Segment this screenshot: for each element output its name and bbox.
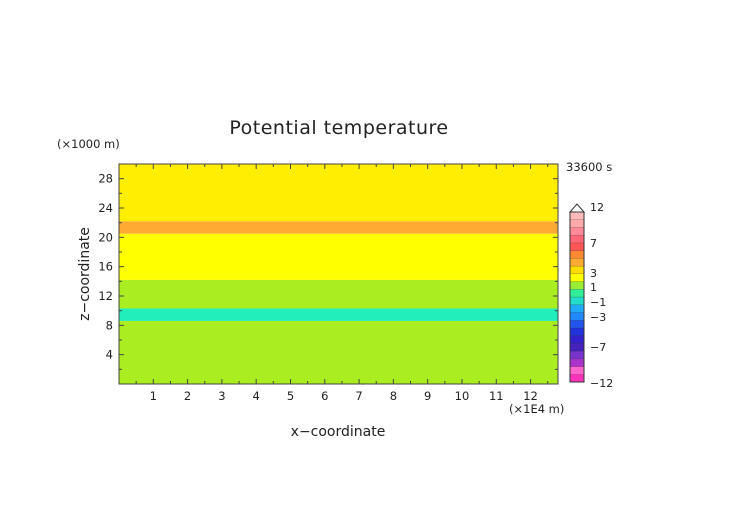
colorbar-swatch bbox=[569, 358, 585, 367]
colorbar-swatch bbox=[569, 281, 585, 290]
heatmap-layer-5 bbox=[119, 164, 558, 222]
x-tick-label: 9 bbox=[424, 389, 431, 403]
x-tick-label: 6 bbox=[321, 389, 328, 403]
heatmap-layer-0 bbox=[119, 320, 558, 384]
colorbar-swatch bbox=[569, 211, 585, 220]
x-tick-label: 4 bbox=[253, 389, 260, 403]
y-unit-label: (×1000 m) bbox=[57, 137, 120, 151]
colorbar-swatch bbox=[569, 234, 585, 244]
colorbar-swatch bbox=[569, 227, 585, 236]
x-tick-label: 1 bbox=[150, 389, 157, 403]
y-tick-label: 20 bbox=[98, 230, 113, 244]
heatmap-layer-3 bbox=[119, 233, 558, 280]
colorbar-swatch bbox=[569, 289, 585, 298]
colorbar-swatch bbox=[569, 327, 585, 336]
heatmap-layers bbox=[119, 164, 558, 384]
heatmap-layer-4 bbox=[119, 221, 558, 234]
heatmap-layer-1 bbox=[119, 308, 558, 321]
colorbar-label: 1 bbox=[590, 281, 597, 294]
x-axis-label: x−coordinate bbox=[291, 424, 386, 440]
colorbar-swatch bbox=[569, 319, 585, 329]
y-tick-label: 24 bbox=[98, 201, 113, 215]
colorbar-swatch bbox=[569, 296, 585, 305]
y-axis-label: z−coordinate bbox=[77, 227, 93, 321]
x-tick-label: 3 bbox=[218, 389, 225, 403]
y-tick-label: 8 bbox=[106, 318, 113, 332]
x-tick-label: 8 bbox=[390, 389, 397, 403]
colorbar-label: −3 bbox=[590, 311, 606, 324]
colorbar-label: −1 bbox=[590, 296, 606, 309]
colorbar-label: 7 bbox=[590, 237, 597, 250]
colorbar: 12 7 31 −1 −3 −7 −12 bbox=[568, 201, 613, 390]
x-tick-label: 2 bbox=[184, 389, 191, 403]
colorbar-swatch bbox=[569, 374, 585, 383]
colorbar-swatch bbox=[569, 350, 585, 360]
colorbar-swatch bbox=[569, 343, 585, 352]
y-tick-label: 4 bbox=[106, 348, 113, 362]
x-tick-label: 11 bbox=[489, 389, 504, 403]
heatmap-layer-2 bbox=[119, 279, 558, 309]
colorbar-frame bbox=[569, 211, 585, 383]
y-tick-label: 28 bbox=[98, 172, 113, 186]
colorbar-label: −12 bbox=[590, 377, 613, 390]
colorbar-swatch bbox=[569, 265, 585, 275]
colorbar-label: −7 bbox=[590, 341, 606, 354]
x-unit-label: (×1E4 m) bbox=[509, 402, 564, 416]
colorbar-swatch bbox=[569, 304, 585, 313]
y-axis-ticks: 4 8 12 16 20 24 28 bbox=[98, 172, 558, 370]
colorbar-label: 3 bbox=[590, 267, 597, 280]
y-tick-label: 16 bbox=[98, 260, 113, 274]
colorbar-swatch bbox=[569, 250, 585, 259]
x-tick-label: 10 bbox=[455, 389, 470, 403]
x-tick-label: 12 bbox=[523, 389, 538, 403]
y-tick-label: 12 bbox=[98, 289, 113, 303]
colorbar-swatch bbox=[569, 258, 585, 267]
colorbar-top-arrow bbox=[568, 203, 586, 213]
colorbar-swatch bbox=[569, 335, 585, 344]
colorbar-swatch bbox=[569, 273, 585, 282]
x-tick-label: 7 bbox=[355, 389, 362, 403]
colorbar-swatch bbox=[569, 312, 585, 321]
chart-title: Potential temperature bbox=[229, 117, 448, 139]
time-label: 33600 s bbox=[566, 160, 612, 174]
x-axis-ticks: 1 2 3 4 5 6 7 8 9 10 11 12 bbox=[135, 164, 549, 403]
plot-frame bbox=[118, 163, 559, 385]
colorbar-swatch bbox=[569, 242, 585, 251]
x-tick-label: 5 bbox=[287, 389, 294, 403]
colorbar-swatch bbox=[569, 366, 585, 375]
colorbar-swatch bbox=[569, 219, 585, 228]
colorbar-label: 12 bbox=[590, 201, 604, 214]
